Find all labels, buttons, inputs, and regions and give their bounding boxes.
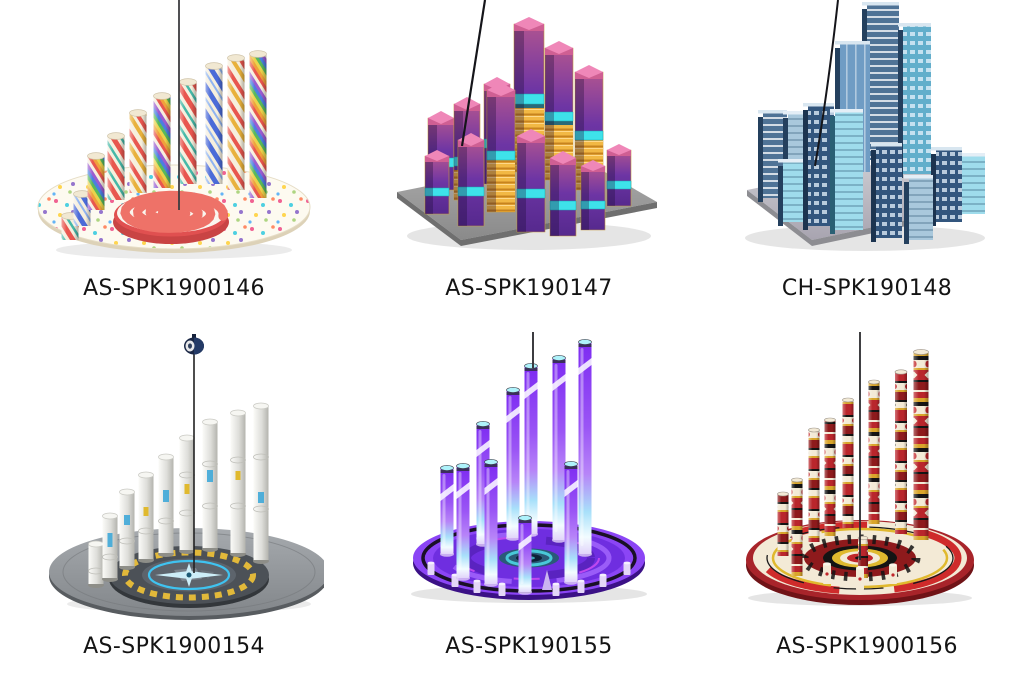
item-id-caption: CH-SPK190148: [781, 276, 953, 301]
small-cone: [542, 570, 552, 590]
gallery-item: AS-SPK1900156: [710, 322, 1024, 683]
string-line: [814, 0, 839, 167]
item-id-caption: AS-SPK1900154: [83, 634, 265, 659]
glow-tubes: [440, 339, 592, 595]
gallery-item: AS-SPK1900146: [0, 0, 348, 322]
lollipop-disc: [113, 190, 229, 244]
lollipop-spiral: [120, 190, 228, 233]
gallery-item: AS-SPK1900154: [0, 322, 348, 683]
gallery-item: AS-SPK190155: [348, 322, 710, 683]
grey-columns-figure: [49, 334, 324, 620]
grey-columns: [88, 402, 269, 588]
gallery-item: CH-SPK190148: [710, 0, 1024, 322]
string-line: [460, 0, 487, 147]
item-id-caption: AS-SPK190147: [445, 276, 613, 301]
item-id-caption: AS-SPK1900156: [776, 634, 958, 659]
front-pegs: [823, 562, 897, 590]
item-id-caption: AS-SPK1900146: [83, 276, 265, 301]
candy-columns-figure: [37, 0, 311, 259]
skyscrapers: [758, 2, 985, 244]
tower-blocks: [424, 17, 632, 237]
blue-city-figure: [745, 0, 985, 251]
item-id-caption: AS-SPK190155: [445, 634, 613, 659]
totem-columns: [777, 349, 929, 578]
gallery-item: AS-SPK190147: [348, 0, 710, 322]
totem-columns-figure: [746, 332, 974, 606]
candy-columns: [61, 50, 267, 240]
neon-tubes-figure: [411, 332, 647, 603]
purple-towers-figure: [397, 0, 657, 250]
pulley-spool-icon: [184, 334, 204, 355]
compass-disc: [109, 546, 269, 608]
